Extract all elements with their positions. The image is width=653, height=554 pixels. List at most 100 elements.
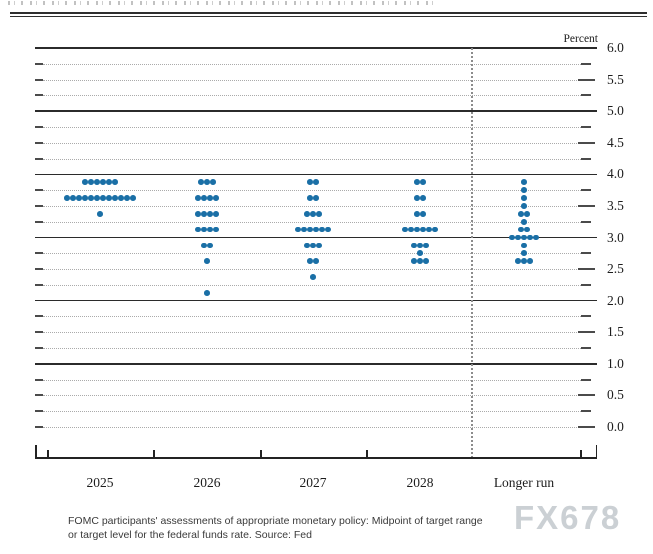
gridline-right-dash (581, 378, 591, 381)
fomc-dot (509, 234, 515, 241)
y-axis-label: 2.0 (607, 292, 624, 308)
fomc-dot (201, 226, 207, 233)
gridline-left-dash (35, 252, 43, 255)
fomc-dot (195, 211, 201, 217)
fomc-dot (432, 226, 438, 233)
x-axis-tick (366, 449, 368, 458)
fomc-dot (204, 289, 210, 296)
fomc-dot (420, 211, 426, 217)
gridline-right-dash (581, 252, 591, 255)
fomc-dot (325, 226, 331, 233)
gridline-right-dash (581, 62, 591, 65)
fomc-dot (417, 242, 423, 249)
fomc-dot (106, 179, 112, 186)
y-axis-label: 6.0 (607, 40, 624, 55)
fomc-dot (213, 195, 219, 201)
fomc-dot (295, 226, 301, 233)
fomc-dot (521, 187, 527, 193)
x-axis-tick (47, 449, 49, 458)
fomc-dot (94, 179, 100, 186)
fomc-dot (313, 258, 319, 264)
fomc-dot (518, 226, 524, 233)
x-axis-label: 2025 (86, 475, 114, 490)
gridline-right-dash (578, 331, 595, 334)
gridline-right-dash (578, 204, 595, 207)
gridline-dotted (43, 190, 581, 192)
fomc-dot (515, 258, 521, 264)
gridline-dotted (43, 205, 581, 207)
gridline-solid (35, 363, 597, 365)
gridline-left-dash (35, 62, 43, 65)
fomc-dot (207, 211, 213, 217)
fomc-dot (207, 226, 213, 233)
gridline-left-dash (35, 410, 43, 413)
gridline-dotted (43, 79, 581, 81)
fomc-dot (307, 195, 313, 201)
x-axis-tick (153, 449, 155, 458)
fomc-dot (515, 234, 521, 241)
fomc-dot (130, 195, 136, 201)
y-axis-label: 4.5 (607, 134, 624, 150)
fomc-dot (310, 211, 316, 217)
gridline-dotted (43, 221, 581, 223)
fomc-dot (301, 226, 307, 233)
gridline-left-dash (35, 347, 43, 350)
gridline-solid (35, 110, 597, 112)
gridline-right-dash (578, 78, 595, 81)
gridline-right-dash (578, 141, 595, 144)
y-axis-label: 5.0 (607, 103, 624, 119)
fomc-dot (64, 195, 70, 201)
fomc-dot (417, 250, 423, 257)
gridline-left-dash (35, 426, 43, 428)
x-axis-line (35, 457, 597, 459)
gridline-dotted (43, 253, 581, 255)
fomc-dot (316, 211, 322, 217)
watermark: FX678 (514, 499, 622, 536)
fomc-dot (112, 195, 118, 201)
fomc-dot (527, 234, 533, 241)
fomc-dot (521, 258, 527, 264)
fomc-dot (313, 195, 319, 201)
fomc-dot (414, 211, 420, 217)
y-axis-label: 5.5 (607, 71, 624, 87)
gridline-dotted (43, 411, 581, 413)
fomc-dot (70, 195, 76, 201)
fomc-dot (313, 179, 319, 186)
clipped-text-fragment (8, 1, 438, 5)
fomc-dot (106, 195, 112, 201)
gridline-left-dash (35, 141, 43, 144)
gridline-dotted (43, 95, 581, 97)
fomc-dot (213, 211, 219, 217)
gridline-left-dash (35, 204, 43, 207)
fomc-dot (201, 242, 207, 249)
x-axis-tick (580, 449, 582, 458)
gridline-right-dash (581, 220, 591, 223)
fomc-dot (100, 179, 106, 186)
fomc-dot (521, 234, 527, 241)
x-axis-label: 2026 (193, 475, 221, 490)
gridline-dotted (43, 379, 581, 381)
gridline-right-dash (581, 283, 591, 286)
fomc-dot (201, 195, 207, 201)
y-axis-unit-label: Percent (563, 33, 598, 45)
fomc-dot (423, 242, 429, 249)
y-axis-label: 0.5 (607, 387, 624, 403)
fomc-dot (195, 195, 201, 201)
fomc-dot (521, 203, 527, 209)
x-axis-tick (595, 445, 597, 458)
fomc-dot (307, 258, 313, 264)
y-axis-label: 1.0 (607, 355, 624, 371)
header-rule-top (10, 12, 647, 14)
gridline-dotted (43, 284, 581, 286)
gridline-left-dash (35, 189, 43, 192)
gridline-left-dash (35, 394, 43, 397)
gridline-dotted (43, 126, 581, 128)
fomc-dot (204, 179, 210, 186)
gridline-left-dash (35, 331, 43, 334)
fomc-dot (88, 179, 94, 186)
gridline-dotted (43, 395, 581, 397)
fomc-dot (304, 242, 310, 249)
fomc-dot (411, 242, 417, 249)
fomc-dot (310, 274, 316, 280)
